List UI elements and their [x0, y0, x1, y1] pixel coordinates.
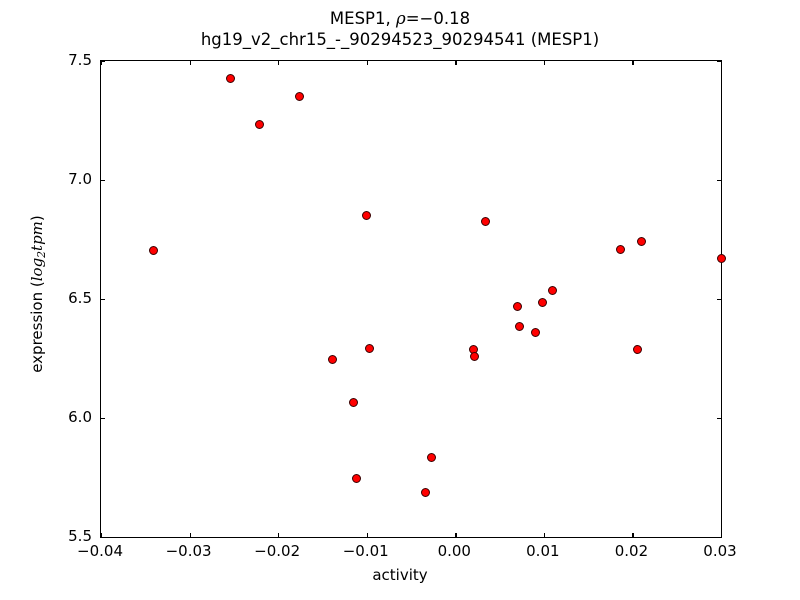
chart-title-line-1: MESP1, ρ=−0.18 [0, 8, 800, 29]
x-axis-tick-top [721, 60, 723, 65]
y-axis-tick-right [717, 299, 722, 301]
x-axis-tick-label: 0.03 [703, 542, 737, 560]
scatter-point [470, 352, 480, 362]
x-axis-tick-top [543, 60, 546, 65]
x-axis-tick-top [455, 60, 457, 65]
x-axis-tick [721, 533, 723, 538]
scatter-point [716, 253, 726, 263]
scatter-point [351, 474, 361, 484]
chart-title-block: MESP1, ρ=−0.18 hg19_v2_chr15_-_90294523_… [0, 8, 800, 50]
scatter-point [148, 245, 158, 255]
x-axis-tick-label: −0.04 [77, 542, 123, 560]
chart-title-gene: MESP1, [329, 9, 396, 28]
y-axis-tick [100, 418, 105, 420]
scatter-point [348, 397, 358, 407]
x-axis-tick-label: 0.00 [437, 542, 471, 560]
y-axis-tick-label: 7.0 [68, 170, 92, 188]
y-axis-tick [100, 61, 105, 63]
y-axis-label: expression (log2tpm) [28, 84, 48, 504]
x-axis-label: activity [372, 566, 428, 584]
x-axis-tick-label: −0.01 [342, 542, 389, 560]
y-axis-tick-label: 5.5 [68, 527, 92, 545]
x-axis-tick [543, 533, 546, 538]
scatter-point [512, 301, 522, 311]
scatter-point [636, 237, 646, 247]
scatter-point [420, 488, 430, 498]
y-axis-tick [100, 537, 105, 539]
scatter-point [615, 244, 625, 254]
x-axis-tick [278, 533, 280, 538]
x-axis-tick [632, 533, 634, 538]
y-axis-tick-right [717, 180, 722, 182]
scatter-point [633, 344, 643, 354]
scatter-point [225, 74, 235, 84]
x-axis-tick-label: −0.03 [165, 542, 212, 560]
x-axis-tick [366, 533, 368, 538]
x-axis-tick-top [366, 60, 368, 65]
y-axis-label-prefix: expression ( [27, 281, 46, 373]
y-axis-tick-label: 6.5 [68, 289, 92, 307]
scatter-point [426, 453, 436, 463]
x-axis-tick-top [632, 60, 634, 65]
x-axis-tick [455, 533, 457, 538]
y-axis-tick-right [717, 418, 722, 420]
scatter-point [364, 343, 374, 353]
scatter-point [294, 92, 304, 102]
y-axis-tick-label: 7.5 [68, 51, 92, 69]
y-axis-label-tpm: tpm [27, 221, 46, 251]
x-axis-tick-top [189, 60, 191, 65]
scatter-point [255, 119, 265, 129]
y-axis-tick [100, 180, 105, 182]
y-axis-tick-label: 6.0 [68, 408, 92, 426]
y-axis-tick-right [717, 61, 722, 63]
scatter-point [548, 286, 558, 296]
x-axis-tick-top [101, 60, 103, 65]
x-axis-tick-label: 0.02 [614, 542, 649, 560]
x-axis-tick-label: −0.02 [254, 542, 301, 560]
x-axis-tick [101, 533, 103, 538]
x-axis-tick-label: 0.01 [526, 542, 560, 560]
plot-axes-area [100, 60, 726, 539]
x-axis-tick-top [278, 60, 280, 65]
scatter-point [538, 297, 548, 307]
rho-symbol: ρ [395, 9, 406, 28]
x-axis-tick [189, 533, 191, 538]
y-axis-label-log: log [27, 257, 46, 282]
y-axis-label-suffix: ) [27, 215, 46, 222]
scatter-point [362, 211, 372, 221]
y-axis-tick [100, 299, 105, 301]
scatter-point [515, 321, 525, 331]
scatter-point [530, 327, 540, 337]
scatter-point [480, 217, 490, 227]
rho-value: =−0.18 [405, 9, 471, 28]
y-axis-tick-right [717, 537, 722, 539]
scatter-point [327, 355, 337, 365]
y-axis-label-subscript: 2 [35, 250, 49, 258]
chart-title-line-2: hg19_v2_chr15_-_90294523_90294541 (MESP1… [200, 30, 600, 49]
